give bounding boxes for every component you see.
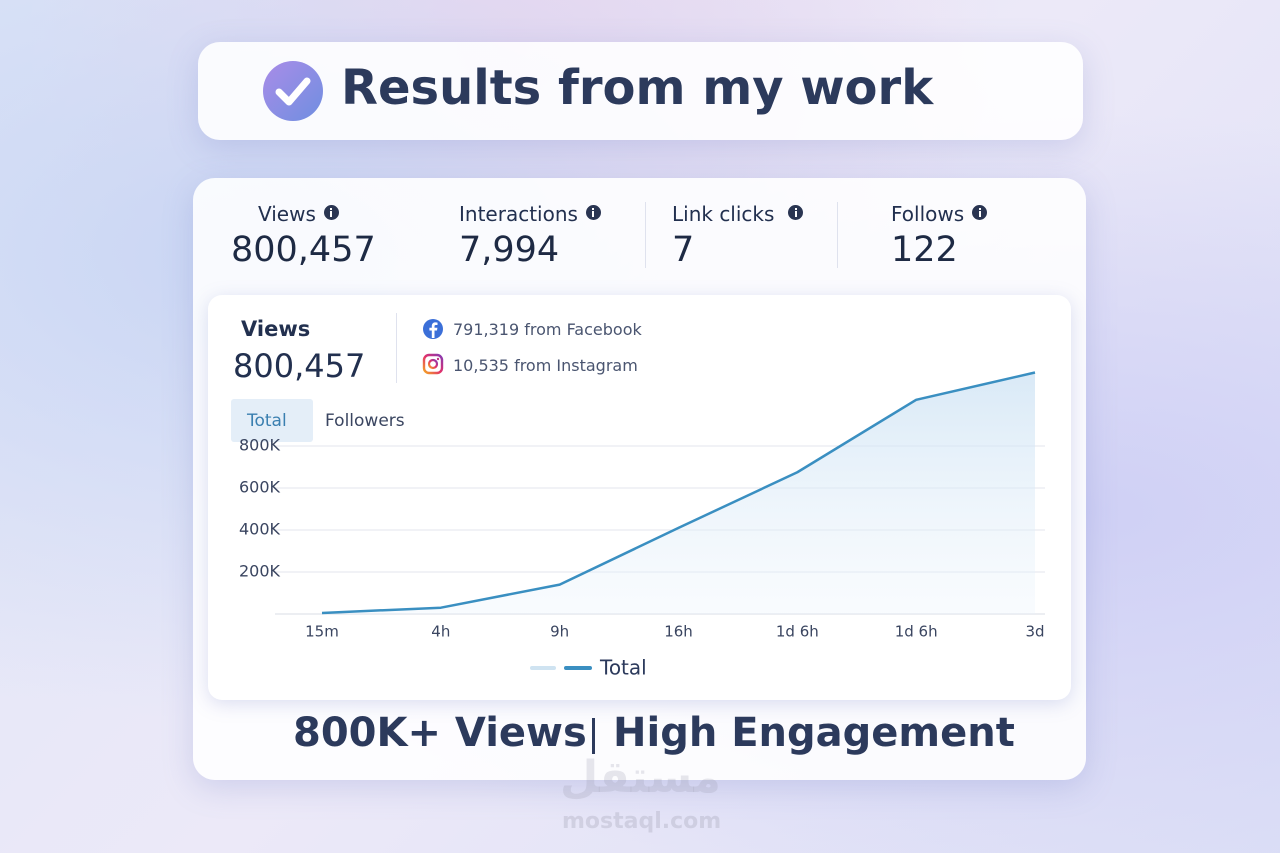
stat-label: Follows bbox=[891, 202, 965, 226]
header-card: Results from my work bbox=[198, 42, 1083, 140]
tab-active[interactable] bbox=[231, 399, 313, 442]
stat: Link clicks bbox=[672, 202, 804, 226]
x-tick-label: 15m bbox=[305, 623, 339, 641]
stat-value: 122 bbox=[891, 230, 958, 270]
divider bbox=[837, 202, 838, 268]
stat-label: Views bbox=[258, 202, 316, 226]
info-icon bbox=[972, 205, 988, 220]
watermark: مستقل bbox=[560, 752, 721, 803]
check-icon bbox=[263, 61, 323, 121]
line bbox=[321, 371, 1036, 615]
info-icon bbox=[585, 205, 601, 220]
x-tick-label: 9h bbox=[550, 623, 569, 641]
y-tick-label: 400K bbox=[239, 520, 281, 539]
divider bbox=[396, 313, 397, 383]
legend-label: Total bbox=[599, 656, 647, 680]
panel-value: 800,457 bbox=[233, 347, 366, 385]
chart-panel: Views 800,457 791,319 from Facebook 10,5… bbox=[208, 295, 1071, 700]
x-tick-label: 4h bbox=[431, 623, 450, 641]
stat: Views bbox=[258, 202, 339, 226]
stat: Interactions bbox=[459, 202, 601, 226]
separator bbox=[592, 718, 595, 754]
footer-right: High Engagement bbox=[613, 710, 1015, 756]
source: 10,535 from Instagram bbox=[453, 356, 638, 375]
x-tick-label: 16h bbox=[664, 623, 693, 641]
title: Results from my work bbox=[341, 60, 934, 116]
stat-value: 7 bbox=[672, 230, 695, 270]
stat-label: Link clicks bbox=[672, 202, 775, 226]
x-tick-label: 1d 6h bbox=[895, 623, 938, 641]
y-tick-label: 200K bbox=[239, 562, 281, 581]
footer-left: 800K+ Views bbox=[293, 710, 587, 756]
chart: 200K 400K 600K 800K 15m 4h 9h 16h 1d 6h 1d 6h 3d To… bbox=[239, 371, 1045, 680]
divider bbox=[645, 202, 646, 268]
info-icon bbox=[323, 205, 339, 220]
y-tick-label: 600K bbox=[239, 478, 281, 497]
info-icon bbox=[788, 205, 804, 220]
facebook-icon bbox=[423, 319, 443, 339]
watermark: mostaql.com bbox=[562, 809, 722, 834]
x-tick-label: 3d bbox=[1025, 623, 1044, 641]
tab[interactable]: Total bbox=[247, 411, 287, 431]
instagram-icon bbox=[422, 353, 444, 375]
stat-value: 7,994 bbox=[459, 230, 560, 270]
stat: Follows bbox=[891, 202, 988, 226]
stat-value: 800,457 bbox=[231, 230, 376, 270]
area bbox=[322, 372, 1035, 614]
panel-label: Views bbox=[241, 317, 311, 341]
y-tick-label: 800K bbox=[239, 436, 281, 455]
source: 791,319 from Facebook bbox=[453, 320, 642, 339]
x-tick-label: 1d 6h bbox=[776, 623, 819, 641]
tab[interactable]: Followers bbox=[325, 411, 405, 431]
stat-label: Interactions bbox=[459, 202, 578, 226]
